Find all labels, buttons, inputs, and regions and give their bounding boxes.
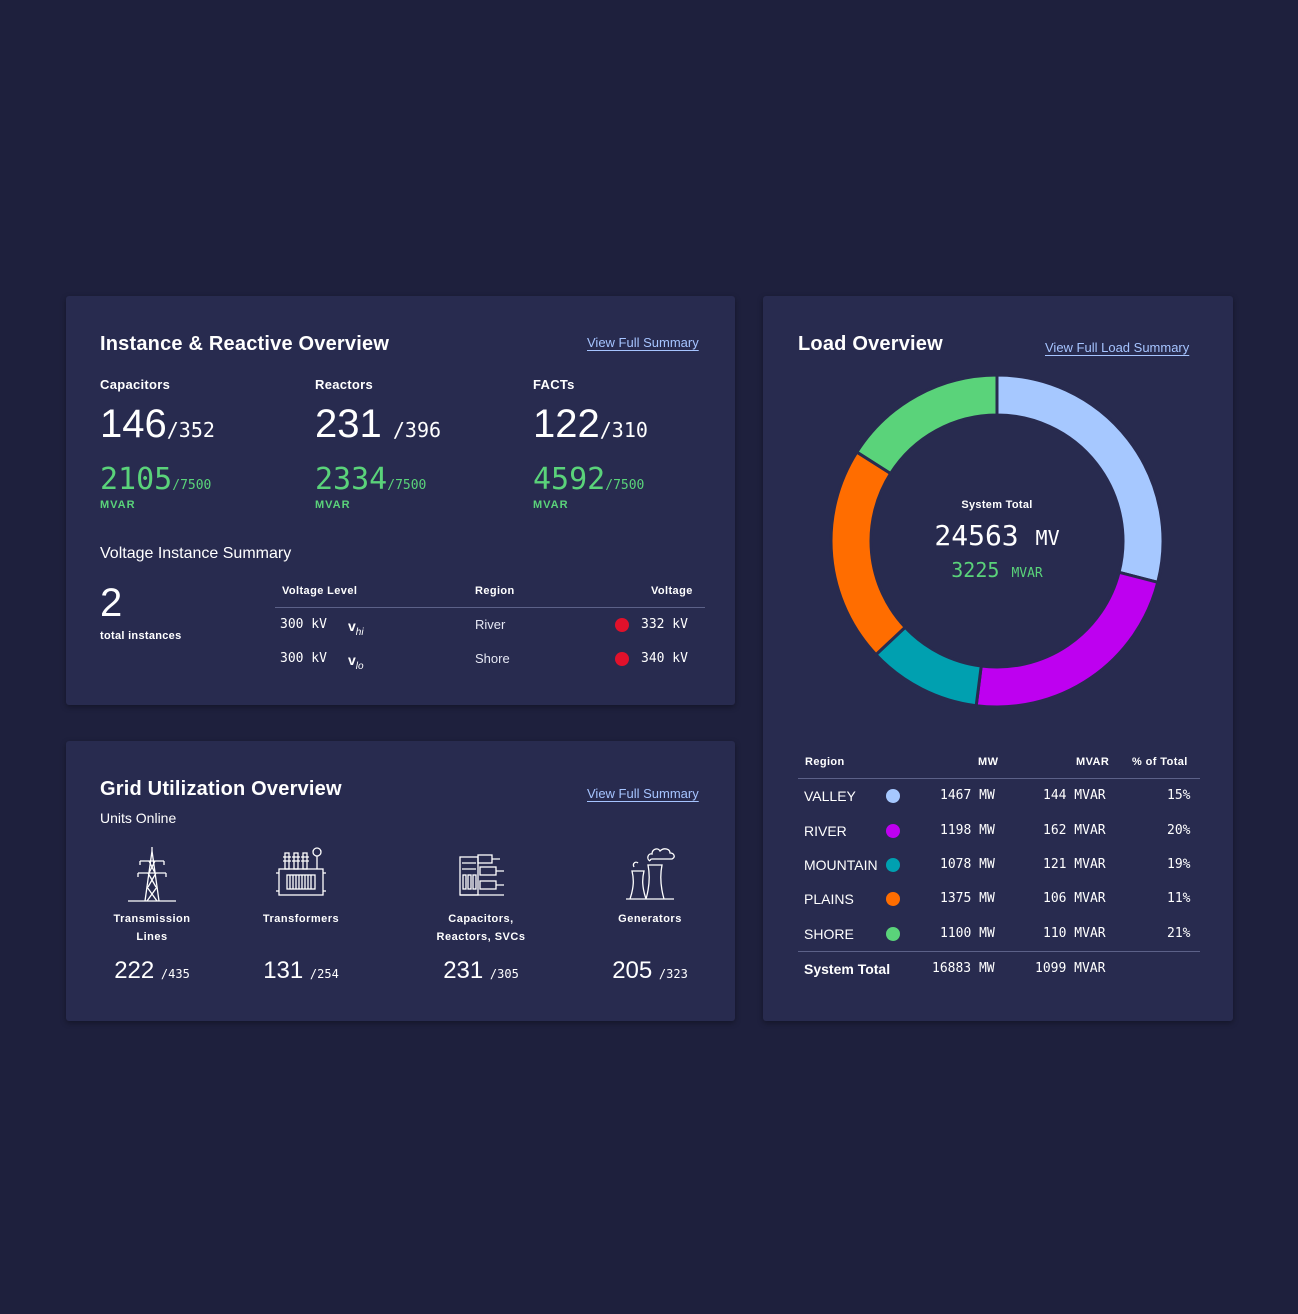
table-header-divider bbox=[798, 778, 1200, 779]
instance-reactive-card: Instance & Reactive Overview View Full S… bbox=[66, 296, 735, 705]
total-label: System Total bbox=[804, 961, 891, 977]
mw-cell: 1375 MW bbox=[940, 891, 995, 906]
card-title: Instance & Reactive Overview bbox=[100, 333, 390, 355]
view-full-summary-link[interactable]: View Full Summary bbox=[587, 335, 699, 350]
unit-label-generators: Generators bbox=[618, 913, 682, 925]
region-color-dot bbox=[886, 789, 900, 803]
region-cell: Shore bbox=[475, 651, 510, 666]
card-title: Load Overview bbox=[798, 333, 943, 355]
region-color-dot bbox=[886, 892, 900, 906]
col-header-region: Region bbox=[475, 585, 515, 597]
load-overview-card: Load Overview View Full Load Summary Sys… bbox=[763, 296, 1233, 1021]
voltage-level-cell: 300 kV bbox=[280, 617, 327, 632]
voltage-summary-title: Voltage Instance Summary bbox=[100, 545, 292, 562]
unit-count-generators: 205 /323 bbox=[612, 957, 688, 984]
mvar-cell: 144 MVAR bbox=[1043, 788, 1106, 803]
donut-center-label: System Total bbox=[961, 499, 1033, 511]
metric-count-facts: 122/310 bbox=[533, 402, 648, 446]
donut-segment-plains bbox=[829, 449, 908, 657]
alert-status-dot bbox=[615, 652, 629, 666]
mw-cell: 1198 MW bbox=[940, 823, 995, 838]
donut-segment-river bbox=[974, 570, 1160, 709]
total-mvar-cell: 1099 MVAR bbox=[1035, 961, 1106, 976]
region-color-dot bbox=[886, 824, 900, 838]
metric-label-facts: FACTs bbox=[533, 377, 575, 392]
pct-cell: 20% bbox=[1167, 823, 1191, 838]
grid-utilization-card: Grid Utilization Overview View Full Summ… bbox=[66, 741, 735, 1021]
unit-label-capacitors-reactors-svcs: Capacitors, Reactors, SVCs bbox=[436, 913, 526, 943]
donut-segment-shore bbox=[854, 373, 999, 476]
unit-label-transmission-lines: Transmission Lines bbox=[113, 913, 191, 943]
col-header-mvar: MVAR bbox=[1076, 756, 1110, 768]
unit-count-transformers: 131 /254 bbox=[263, 957, 339, 984]
donut-center-mvar: 3225 MVAR bbox=[951, 558, 1043, 582]
table-footer-divider bbox=[798, 951, 1200, 952]
voltage-symbol-lo: vlo bbox=[348, 652, 364, 672]
card-title: Grid Utilization Overview bbox=[100, 778, 342, 800]
capacitor-bank-icon bbox=[458, 853, 506, 902]
metric-mvar-reactors: 2334/7500 bbox=[315, 462, 427, 497]
mvar-cell: 110 MVAR bbox=[1043, 926, 1106, 941]
metric-label-capacitors: Capacitors bbox=[100, 377, 171, 392]
metric-count-reactors: 231 /396 bbox=[315, 402, 442, 446]
voltage-symbol-hi: vhi bbox=[348, 618, 364, 638]
pct-cell: 21% bbox=[1167, 926, 1191, 941]
mvar-cell: 106 MVAR bbox=[1043, 891, 1106, 906]
region-cell: MOUNTAIN bbox=[804, 857, 878, 873]
metric-mvar-facts: 4592/7500 bbox=[533, 462, 645, 497]
view-full-load-summary-link[interactable]: View Full Load Summary bbox=[1045, 340, 1190, 355]
voltage-cell: 340 kV bbox=[641, 651, 688, 666]
load-donut-chart bbox=[829, 373, 1165, 709]
table-divider bbox=[275, 607, 705, 608]
mvar-unit: MVAR bbox=[100, 499, 136, 511]
pct-cell: 11% bbox=[1167, 891, 1191, 906]
region-cell: SHORE bbox=[804, 926, 854, 942]
metric-count-capacitors: 146/352 bbox=[100, 402, 215, 446]
mvar-unit: MVAR bbox=[315, 499, 351, 511]
units-online-subtitle: Units Online bbox=[100, 810, 177, 826]
donut-center-mv: 24563 MV bbox=[934, 519, 1060, 552]
metric-mvar-capacitors: 2105/7500 bbox=[100, 462, 212, 497]
unit-count-transmission-lines: 222 /435 bbox=[114, 957, 190, 984]
region-color-dot bbox=[886, 858, 900, 872]
col-header-mw: MW bbox=[978, 756, 999, 768]
mvar-cell: 121 MVAR bbox=[1043, 857, 1106, 872]
total-instances-count: 2 bbox=[100, 581, 123, 625]
unit-label-transformers: Transformers bbox=[262, 913, 340, 925]
transmission-tower-icon bbox=[126, 845, 178, 908]
metric-label-reactors: Reactors bbox=[315, 377, 374, 392]
region-cell: PLAINS bbox=[804, 891, 854, 907]
mw-cell: 1078 MW bbox=[940, 857, 995, 872]
view-full-summary-link[interactable]: View Full Summary bbox=[587, 786, 699, 801]
col-header-percent: % of Total bbox=[1132, 756, 1188, 768]
col-header-region: Region bbox=[805, 756, 845, 768]
pct-cell: 15% bbox=[1167, 788, 1191, 803]
total-mw-cell: 16883 MW bbox=[932, 961, 995, 976]
col-header-voltage: Voltage bbox=[651, 585, 693, 597]
voltage-level-cell: 300 kV bbox=[280, 651, 327, 666]
unit-count-capacitors-reactors-svcs: 231 /305 bbox=[443, 957, 519, 984]
pct-cell: 19% bbox=[1167, 857, 1191, 872]
region-cell: RIVER bbox=[804, 823, 847, 839]
mw-cell: 1100 MW bbox=[940, 926, 995, 941]
power-plant-icon bbox=[624, 845, 678, 906]
mvar-unit: MVAR bbox=[533, 499, 569, 511]
mvar-cell: 162 MVAR bbox=[1043, 823, 1106, 838]
transformer-icon bbox=[275, 847, 327, 902]
voltage-cell: 332 kV bbox=[641, 617, 688, 632]
region-cell: River bbox=[475, 617, 506, 632]
total-instances-label: total instances bbox=[100, 630, 182, 642]
alert-status-dot bbox=[615, 618, 629, 632]
region-color-dot bbox=[886, 927, 900, 941]
col-header-voltage-level: Voltage Level bbox=[282, 585, 358, 597]
mw-cell: 1467 MW bbox=[940, 788, 995, 803]
region-cell: VALLEY bbox=[804, 788, 856, 804]
